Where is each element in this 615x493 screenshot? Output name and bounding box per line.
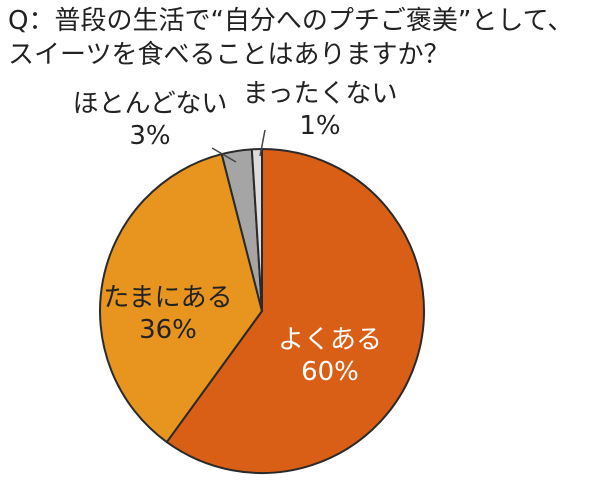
slice-value-3: 3% xyxy=(129,121,170,151)
slice-label-3: ほとんどない xyxy=(73,89,228,119)
chart-title-line-1: Q：普段の生活で“自分へのプチご褒美”として、 xyxy=(8,6,574,36)
slice-value-2: 36% xyxy=(139,315,197,345)
chart-title: Q：普段の生活で“自分へのプチご褒美”として、 スイーツを食べることはありますか… xyxy=(8,4,608,72)
slice-label-4: まったくない xyxy=(243,79,398,109)
slice-label-2: たまにある xyxy=(103,283,232,313)
pie-slice-1 xyxy=(165,148,425,474)
leader-line-3 xyxy=(211,147,237,163)
slice-label-1: よくある xyxy=(278,325,382,355)
pie-slice-2 xyxy=(99,153,263,444)
slice-value-4: 1% xyxy=(299,111,340,141)
leader-line-4 xyxy=(259,129,266,157)
chart-title-line-2: スイーツを食べることはありますか？ xyxy=(8,40,450,70)
slice-value-1: 60% xyxy=(301,357,359,387)
